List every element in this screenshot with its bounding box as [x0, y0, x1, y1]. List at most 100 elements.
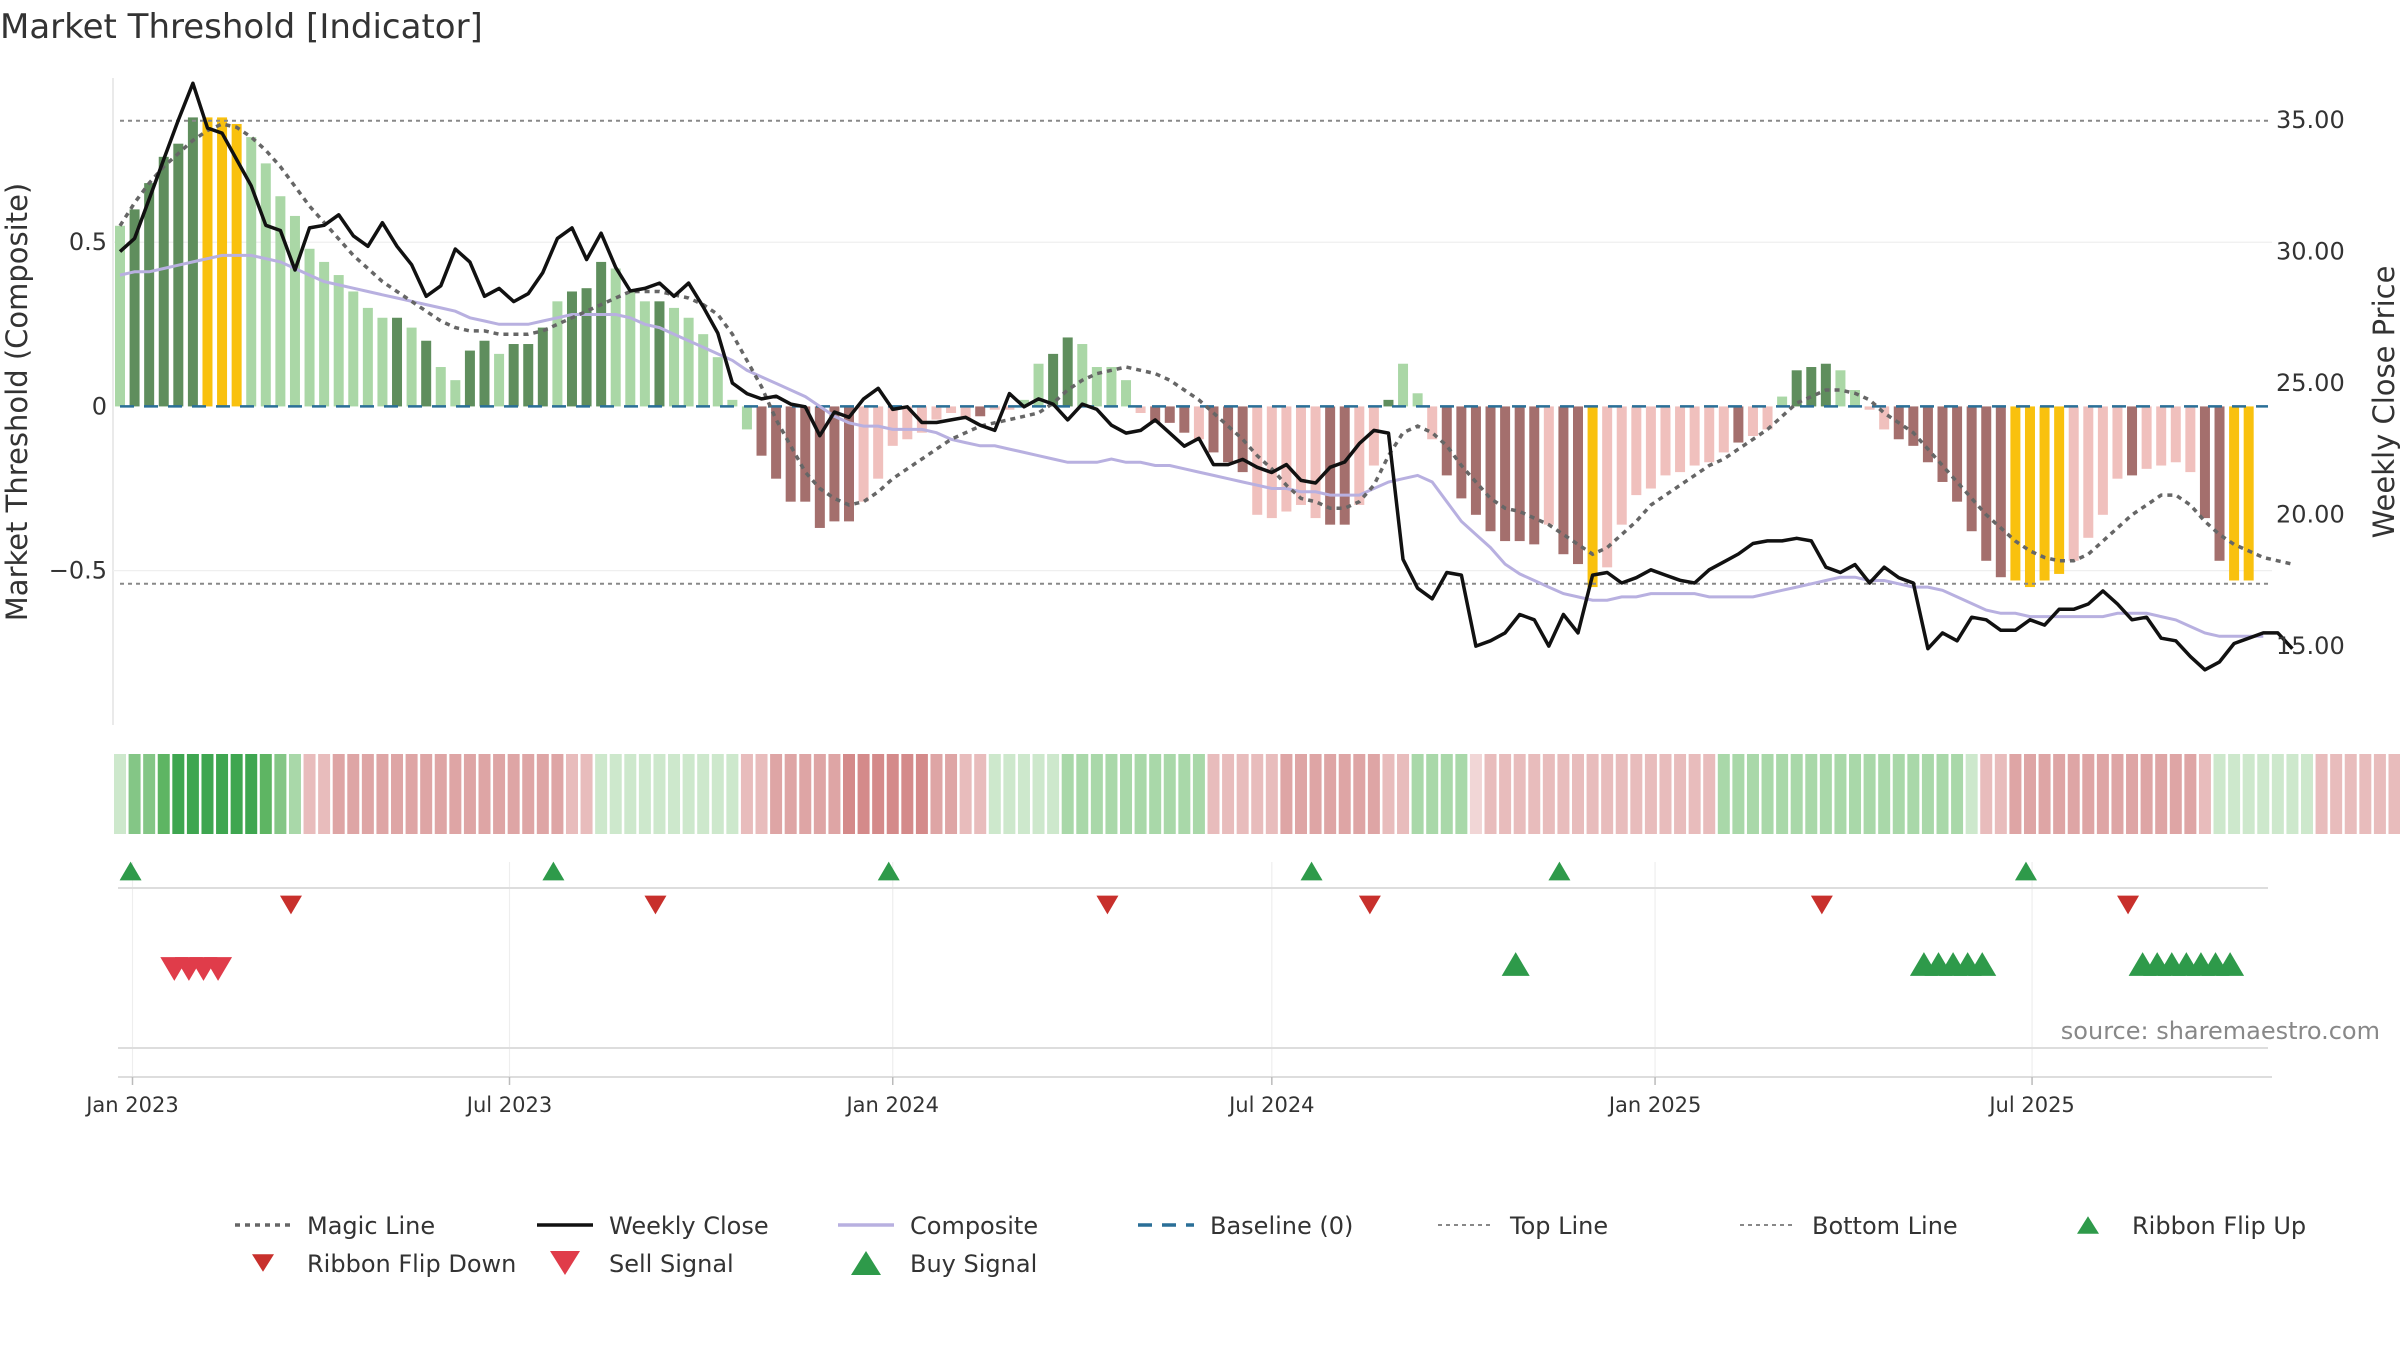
- composite-bar: [1470, 406, 1481, 515]
- composite-bar: [1645, 406, 1656, 489]
- ribbon-cell: [493, 754, 506, 834]
- ribbon-cell: [1834, 754, 1847, 834]
- chart-title: Market Threshold [Indicator]: [0, 7, 483, 47]
- ribbon-cell: [1746, 754, 1759, 834]
- composite-bar: [1791, 370, 1802, 407]
- ribbon-cell: [245, 754, 258, 834]
- ribbon-cell: [1849, 754, 1862, 834]
- x-tick-label: Jul 2024: [1227, 1093, 1314, 1117]
- composite-bar: [260, 163, 271, 407]
- x-tick-label: Jan 2024: [844, 1093, 939, 1117]
- ribbon-flip-up-marker: [877, 861, 900, 881]
- ribbon-cell: [2271, 754, 2284, 834]
- composite-bar: [1806, 367, 1817, 407]
- composite-bar: [989, 406, 1000, 410]
- composite-bar: [2054, 406, 2065, 574]
- composite-bar: [785, 406, 796, 502]
- ribbon-cell: [886, 754, 899, 834]
- ribbon-flip-up-marker: [2014, 861, 2037, 881]
- composite-bar: [2010, 406, 2021, 581]
- ribbon-cell: [1892, 754, 1905, 834]
- ribbon-cell: [2038, 754, 2051, 834]
- composite-bar: [2097, 406, 2108, 515]
- ribbon-cell: [872, 754, 885, 834]
- composite-bar: [2185, 406, 2196, 473]
- legend-bottom-line-label: Bottom Line: [1812, 1212, 1958, 1240]
- composite-bar: [858, 406, 869, 502]
- ribbon-cell: [2053, 754, 2066, 834]
- ribbon-flip-up-marker: [1300, 861, 1323, 881]
- composite-bar: [1281, 406, 1292, 512]
- composite-bar: [115, 225, 125, 407]
- composite-bar: [902, 406, 913, 440]
- composite-bar: [1587, 406, 1598, 588]
- ribbon-cell: [1732, 754, 1745, 834]
- weekly-close-line: [118, 81, 2294, 672]
- composite-bar: [2112, 406, 2123, 479]
- composite-bar: [873, 406, 884, 479]
- composite-bar: [158, 156, 169, 407]
- composite-bar: [1485, 406, 1496, 532]
- composite-bar: [2156, 406, 2167, 466]
- legend-sell-signal-swatch: [550, 1251, 580, 1275]
- right-axis-title: Weekly Close Price: [2367, 266, 2400, 539]
- x-axis: Jan 2023 Jul 2023 Jan 2024 Jul 2024 Jan 2025…: [84, 1077, 2075, 1117]
- ribbon-cell: [2373, 754, 2386, 834]
- composite-bar: [494, 353, 505, 407]
- gridlines: [113, 241, 2272, 1077]
- composite-bar: [129, 209, 140, 407]
- ribbon-cell: [1615, 754, 1628, 834]
- ribbon-cell: [945, 754, 958, 834]
- composite-bar: [1106, 367, 1117, 407]
- legend-weekly-close: Weekly Close: [537, 1212, 769, 1240]
- ribbon-cell: [2009, 754, 2022, 834]
- ribbon-cell: [1076, 754, 1089, 834]
- ribbon-cell: [1061, 754, 1074, 834]
- composite-bar: [217, 117, 228, 407]
- composite-bar: [2083, 406, 2094, 538]
- composite-bar: [654, 301, 665, 407]
- composite-bar: [348, 291, 359, 407]
- composite-bar: [1529, 406, 1540, 545]
- ribbon-cell: [1149, 754, 1162, 834]
- composite-bar: [304, 248, 315, 407]
- composite-bar: [800, 406, 811, 502]
- ribbon-cell: [420, 754, 433, 834]
- composite-bar: [625, 291, 636, 407]
- ribbon-cell: [2213, 754, 2226, 834]
- composite-bar: [2068, 406, 2079, 561]
- ribbon-cell: [1324, 754, 1337, 834]
- ribbon-cell: [1557, 754, 1570, 834]
- composite-bar: [289, 215, 300, 407]
- legend: Magic Line Weekly Close Composite Baseline …: [235, 1212, 2306, 1278]
- composite-bar: [1018, 399, 1029, 407]
- ribbon-cell: [1819, 754, 1832, 834]
- composite-bar: [1383, 399, 1394, 407]
- composite-bar: [1121, 380, 1132, 407]
- main-panel: 0.5 0 −0.5 35.00 30.00 25.00 20.00 15.00 Marke…: [0, 78, 2400, 1077]
- ribbon-cell: [915, 754, 928, 834]
- ribbon-cell: [2126, 754, 2139, 834]
- ribbon-cell: [259, 754, 272, 834]
- left-tick-label: 0: [92, 392, 107, 420]
- composite-bar: [916, 406, 927, 433]
- legend-top-line-label: Top Line: [1509, 1212, 1608, 1240]
- ribbon-cell: [988, 754, 1001, 834]
- composite-bar: [2199, 406, 2210, 519]
- x-tick-label: Jul 2025: [1987, 1093, 2074, 1117]
- legend-buy-signal: Buy Signal: [851, 1250, 1037, 1278]
- ribbon-cell: [1382, 754, 1395, 834]
- ribbon-cell: [770, 754, 783, 834]
- ribbon-cell: [1367, 754, 1380, 834]
- composite-bar: [1981, 406, 1992, 561]
- ribbon-cell: [1994, 754, 2007, 834]
- ribbon-cell: [595, 754, 608, 834]
- ribbon-cell: [332, 754, 345, 834]
- composite-bar: [887, 406, 898, 446]
- ribbon-cell: [974, 754, 987, 834]
- ribbon-flip-up-marker: [542, 861, 565, 881]
- composite-bar: [1048, 353, 1059, 407]
- left-tick-label: 0.5: [69, 228, 107, 256]
- composite-bar: [1427, 406, 1438, 440]
